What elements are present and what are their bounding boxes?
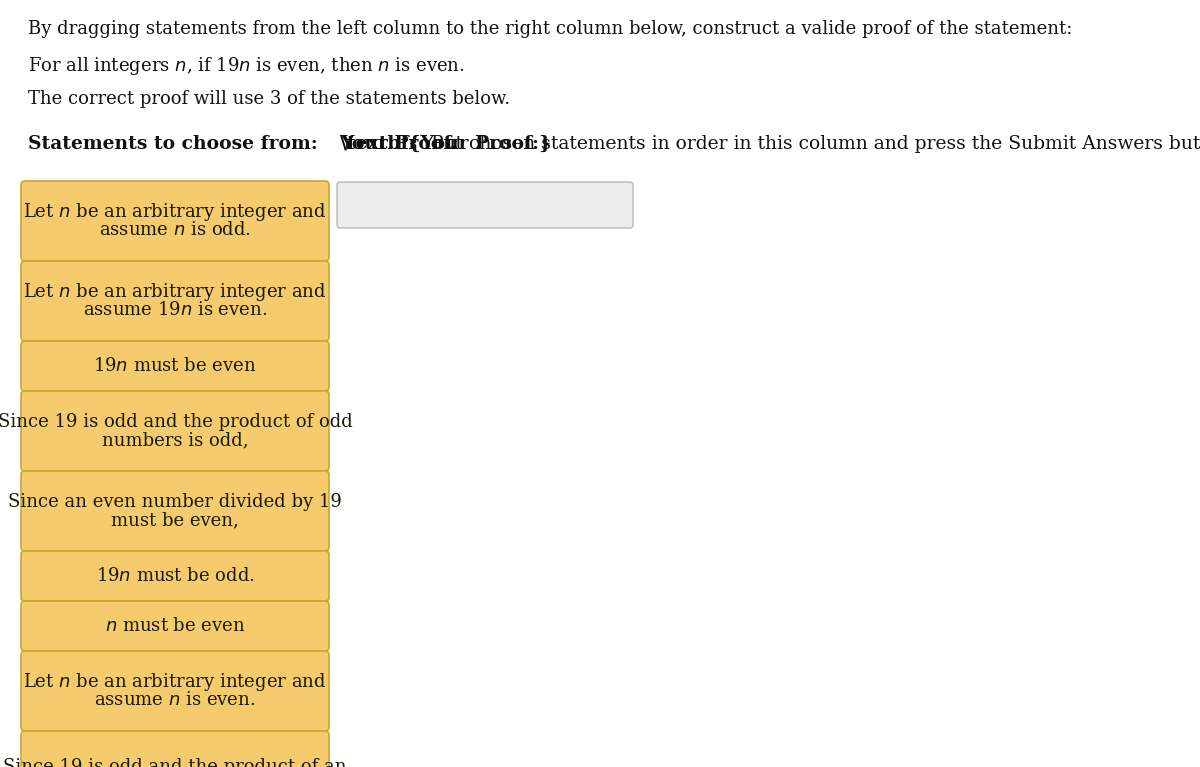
Text: Your Proof:: Your Proof: <box>340 135 458 153</box>
Text: must be even,: must be even, <box>112 511 239 529</box>
Text: Since an even number divided by 19: Since an even number divided by 19 <box>8 493 342 511</box>
FancyBboxPatch shape <box>22 471 329 551</box>
FancyBboxPatch shape <box>22 181 329 261</box>
Text: Put chosen statements in order in this column and press the Submit Answers butto: Put chosen statements in order in this c… <box>425 135 1200 153</box>
Text: Let $n$ be an arbitrary integer and: Let $n$ be an arbitrary integer and <box>23 201 326 223</box>
Text: assume $n$ is odd.: assume $n$ is odd. <box>98 221 251 239</box>
FancyBboxPatch shape <box>22 601 329 651</box>
FancyBboxPatch shape <box>22 651 329 731</box>
FancyBboxPatch shape <box>22 391 329 471</box>
Text: 19$n$ must be odd.: 19$n$ must be odd. <box>96 567 254 585</box>
FancyBboxPatch shape <box>22 731 329 767</box>
Text: Since 19 is odd and the product of odd: Since 19 is odd and the product of odd <box>0 413 353 431</box>
Text: assume $n$ is even.: assume $n$ is even. <box>95 691 256 709</box>
FancyBboxPatch shape <box>337 182 634 228</box>
Text: Since 19 is odd and the product of an: Since 19 is odd and the product of an <box>4 758 347 767</box>
Text: $n$ must be even: $n$ must be even <box>104 617 245 635</box>
FancyBboxPatch shape <box>22 261 329 341</box>
Text: 19$n$ must be even: 19$n$ must be even <box>94 357 257 375</box>
FancyBboxPatch shape <box>22 341 329 391</box>
Text: The correct proof will use 3 of the statements below.: The correct proof will use 3 of the stat… <box>28 90 510 108</box>
Text: Let $n$ be an arbitrary integer and: Let $n$ be an arbitrary integer and <box>23 671 326 693</box>
Text: \textbf{Your Proof:}: \textbf{Your Proof:} <box>340 135 551 153</box>
Text: For all integers $n$, if 19$n$ is even, then $n$ is even.: For all integers $n$, if 19$n$ is even, … <box>28 55 464 77</box>
Text: Let $n$ be an arbitrary integer and: Let $n$ be an arbitrary integer and <box>23 281 326 303</box>
FancyBboxPatch shape <box>22 551 329 601</box>
Text: assume 19$n$ is even.: assume 19$n$ is even. <box>83 301 268 319</box>
Text: numbers is odd,: numbers is odd, <box>102 431 248 449</box>
Text: By dragging statements from the left column to the right column below, construct: By dragging statements from the left col… <box>28 20 1073 38</box>
Text: Statements to choose from:: Statements to choose from: <box>28 135 318 153</box>
